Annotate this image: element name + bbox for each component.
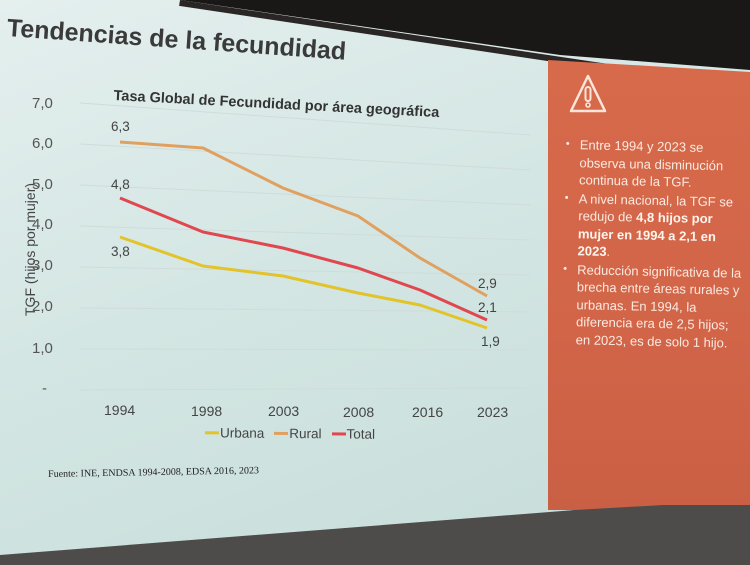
- bullet-dot-icon: •: [565, 137, 570, 151]
- side-panel-bullets: • Entre 1994 y 2023 se observa una dismi…: [562, 136, 746, 353]
- legend-label: Rural: [289, 425, 322, 442]
- series-line-urbana: [119, 235, 488, 330]
- data-label-rural-1994: 6,3: [111, 119, 130, 134]
- x-tick: 2023: [477, 404, 509, 420]
- warning-triangle-icon: [569, 74, 607, 113]
- legend-label: Total: [346, 426, 376, 442]
- legend-swatch-rural: [274, 431, 289, 435]
- data-label-total-2023: 2,1: [478, 300, 497, 315]
- legend-item-total: Total: [331, 426, 376, 442]
- legend-item-rural: Rural: [274, 425, 322, 442]
- legend-swatch-total: [331, 432, 346, 436]
- bullet-text: A nivel nacional, la TGF se redujo de 4,…: [577, 190, 744, 263]
- y-tick: 4,0: [32, 216, 53, 233]
- y-tick: 6,0: [32, 135, 53, 152]
- bullet-dot-icon: •: [564, 191, 569, 204]
- bullet-text: Reducción significativa de la brecha ent…: [575, 261, 742, 350]
- bullet-text: Entre 1994 y 2023 se observa una disminu…: [578, 137, 724, 190]
- x-tick: 2008: [343, 404, 375, 420]
- series-line-total: [119, 196, 488, 322]
- y-tick: 7,0: [32, 95, 53, 112]
- gridlines: [79, 102, 531, 391]
- bullet-item: • A nivel nacional, la TGF se redujo de …: [563, 189, 744, 263]
- data-label-rural-2023: 2,9: [478, 276, 497, 291]
- legend-item-urbana: Urbana: [204, 425, 265, 441]
- y-tick: 1,0: [32, 340, 53, 357]
- y-tick: 2,0: [32, 298, 53, 315]
- x-tick: 1998: [191, 403, 223, 419]
- y-tick: 5,0: [32, 176, 53, 193]
- y-tick: -: [42, 380, 47, 397]
- bullet-item: • Entre 1994 y 2023 se observa una dismi…: [565, 136, 746, 192]
- data-label-total-1994: 4,8: [111, 177, 130, 192]
- y-tick: 3,0: [32, 257, 53, 274]
- bullet-item: • Reducción significativa de la brecha e…: [562, 260, 744, 351]
- legend-swatch-urbana: [204, 431, 220, 435]
- legend-label: Urbana: [219, 425, 265, 441]
- chart-legend: Urbana Rural Total: [204, 425, 376, 442]
- series-line-rural: [119, 140, 488, 298]
- x-tick: 1994: [104, 402, 136, 418]
- data-label-urbana-2023: 1,9: [481, 334, 500, 349]
- side-panel: [548, 60, 750, 510]
- data-label-urbana-1994: 3,8: [111, 244, 130, 259]
- x-tick: 2003: [268, 403, 300, 419]
- x-tick: 2016: [412, 404, 444, 420]
- bullet-text-post: .: [606, 243, 611, 259]
